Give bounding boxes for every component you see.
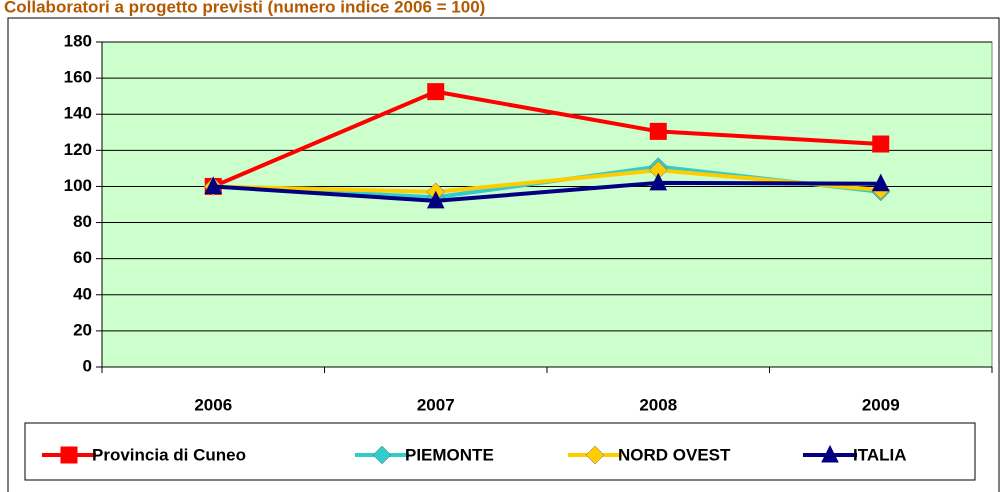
y-tick-label: 160 [64, 68, 92, 87]
chart-title: Collaboratori a progetto previsti (numer… [4, 0, 485, 16]
legend-label: NORD OVEST [618, 445, 731, 464]
y-tick-label: 40 [73, 284, 92, 303]
legend-marker [821, 444, 839, 463]
series-line [212, 89, 881, 189]
series-marker [427, 83, 445, 101]
y-tick-label: 0 [83, 356, 92, 375]
legend-label: Provincia di Cuneo [92, 445, 246, 464]
x-tick-label: 2009 [862, 395, 900, 414]
plot-area [101, 41, 993, 368]
legend-marker [585, 445, 605, 465]
series-marker [871, 173, 890, 192]
series-line [213, 168, 881, 194]
legend-marker [60, 446, 78, 464]
y-tick-label: 80 [73, 212, 92, 231]
series-marker [649, 172, 668, 191]
legend-label: ITALIA [853, 445, 907, 464]
legend-label: PIEMONTE [405, 445, 494, 464]
legend-box [24, 422, 976, 481]
y-tick-label: 60 [73, 248, 92, 267]
series-marker [426, 190, 445, 209]
legend-marker [372, 445, 392, 465]
y-tick-label: 100 [64, 176, 92, 195]
x-tick-label: 2007 [417, 395, 455, 414]
series-marker [872, 135, 890, 153]
x-tick-label: 2006 [194, 395, 232, 414]
y-tick-label: 180 [64, 31, 92, 50]
y-tick-label: 140 [64, 104, 92, 123]
y-tick-label: 20 [73, 320, 92, 339]
series-marker [204, 176, 223, 194]
y-tick-label: 120 [64, 140, 92, 159]
x-tick-label: 2008 [639, 395, 677, 414]
series-line [213, 180, 881, 203]
series-marker [649, 122, 667, 140]
